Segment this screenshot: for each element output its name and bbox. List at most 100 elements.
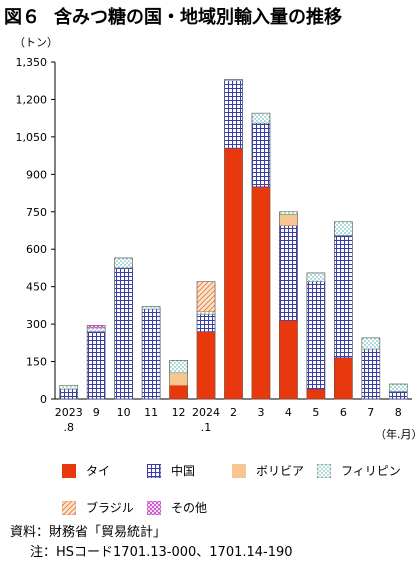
x-tick-label: 7 [367,406,374,419]
legend-swatch-philippines [317,463,331,478]
bar-outline [169,360,188,400]
bar-segment-philippines [334,221,353,236]
bar-outline [389,383,408,400]
source-note: 資料：財務省「貿易統計」 [10,525,167,540]
legend-label-philippines: フィリピン [341,464,401,478]
legend-swatch-bolivia [232,463,246,478]
y-axis: 0 150 300 450 600 750 900 1,050 1,200 1,350 [16,56,412,406]
x-tick-label: 5 [312,406,319,419]
bar-segment-thai [169,384,188,400]
y-axis-unit: （トン） [14,36,58,49]
legend-item-brazil: ブラジル [62,499,134,516]
bar-series [59,79,408,400]
y-tick-label: 900 [26,168,47,181]
bar-segment-china [224,80,243,149]
legend: タイ 中国 ボリビア フィリピン ブラジル その他 [62,462,420,526]
bar-segment-china [361,348,381,400]
legend-item-bolivia: ボリビア [232,462,304,479]
bar-segment-china [388,391,408,400]
figure-title: 図６ 含みつ糖の国・地域別輸入量の推移 [4,3,342,29]
bar-segment-bolivia [279,213,298,226]
x-tick-label: 10 [117,406,131,419]
bar-segment-china [86,331,106,400]
y-tick-label: 750 [26,206,47,219]
x-tick-label: .1 [201,421,212,434]
bar-outline [86,325,106,400]
y-tick-label: 600 [26,243,47,256]
bar-segment-china [114,267,133,400]
bar-segment-philippines [279,211,298,215]
legend-swatch-thai [62,463,76,478]
x-tick-label: 2023 [55,406,83,419]
bar-segment-thai [306,388,326,400]
y-tick-label: 1,200 [16,93,48,106]
bar-segment-china [306,281,326,390]
bar-segment-philippines [169,360,188,374]
bar-outline [251,112,271,400]
bar-segment-other [86,325,106,329]
bar-segment-thai [334,357,353,400]
footnote: 注：HSコード1701.13-000、1701.14-190 [30,545,293,560]
x-axis-unit: （年.月） [375,428,420,441]
y-tick-label: 300 [26,318,47,331]
legend-label-brazil: ブラジル [86,501,134,515]
bar-segment-thai [251,186,271,400]
bar-segment-china [334,235,353,359]
bar-segment-philippines [388,383,408,392]
legend-swatch-china [147,463,161,478]
legend-label-thai: タイ [86,464,111,478]
x-tick-label: 12 [172,406,186,419]
legend-label-bolivia: ボリビア [256,464,305,478]
bar-segment-thai [196,331,216,400]
bar-segment-thai [279,320,298,400]
x-tick-label: 3 [257,406,264,419]
bar-outline [224,79,243,400]
bar-segment-philippines [86,327,106,332]
y-tick-label: 450 [26,281,47,294]
y-tick-label: 1,350 [16,56,48,69]
bar-segment-china [59,388,79,400]
bar-segment-philippines [114,257,133,269]
x-tick-label: 11 [144,406,158,419]
legend-label-china: 中国 [171,464,196,478]
bar-segment-china [251,122,271,188]
x-tick-label: 6 [340,406,347,419]
chart-area: 0 150 300 450 600 750 900 1,050 1,200 1,350 2023.… [16,56,412,434]
legend-item-thai: タイ [62,462,110,479]
bar-segment-bolivia [169,372,188,386]
bar-segment-china [141,308,161,400]
bar-outline [306,272,326,400]
bar-segment-brazil [196,281,216,312]
bar-segment-thai [224,147,243,400]
legend-item-china: 中国 [147,462,195,479]
bar-segment-china [196,313,216,332]
x-tick-label: 9 [93,406,100,419]
x-tick-label: 4 [285,406,292,419]
bar-segment-philippines [361,337,381,350]
x-tick-label: .8 [63,421,74,434]
bar-outline [114,257,133,400]
chart-title: 含みつ糖の国・地域別輸入量の推移 [54,7,342,28]
bar-outline [361,337,381,400]
legend-item-philippines: フィリピン [317,462,401,479]
bar-outline [279,211,298,400]
y-tick-label: 150 [26,356,47,369]
x-axis: 2023 .8 9 10 11 12 2024 .1 2 3 4 5 6 7 8 [55,406,402,434]
bar-segment-china [279,225,298,321]
x-tick-label: 2024 [192,406,220,419]
bar-segment-philippines [251,112,271,124]
figure-label: 図６ [4,7,40,28]
bar-outline [196,281,216,400]
x-tick-label: 8 [395,406,402,419]
legend-label-other: その他 [171,501,208,515]
y-tick-label: 0 [40,393,47,406]
bar-outline [141,306,161,400]
bar-segment-philippines [141,306,161,310]
legend-item-other: その他 [147,499,207,516]
legend-swatch-other [147,500,161,515]
x-tick-label: 2 [230,406,237,419]
bar-segment-philippines [196,311,216,315]
bar-outline [334,221,353,400]
bar-segment-philippines [59,384,79,390]
bar-segment-philippines [306,272,326,282]
